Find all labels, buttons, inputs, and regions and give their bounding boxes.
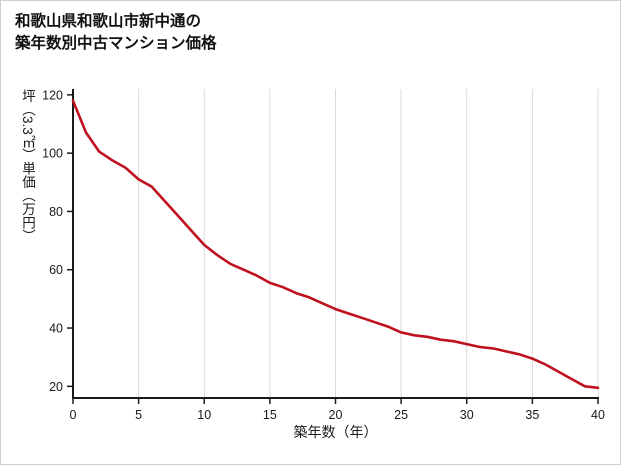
y-tick-label: 80 bbox=[49, 205, 63, 219]
y-tick-label: 20 bbox=[49, 380, 63, 394]
x-tick-label: 20 bbox=[329, 408, 343, 422]
x-tick-label: 15 bbox=[263, 408, 277, 422]
chart-title-line1: 和歌山県和歌山市新中通の bbox=[15, 13, 202, 30]
x-tick-label: 35 bbox=[525, 408, 539, 422]
y-axis-label: 坪（3.3㎡）単価（万円） bbox=[20, 89, 35, 243]
x-tick-label: 25 bbox=[394, 408, 408, 422]
y-tick-label: 100 bbox=[42, 147, 63, 161]
y-tick-label: 60 bbox=[49, 263, 63, 277]
chart-title-line2: 築年数別中古マンション価格 bbox=[15, 35, 217, 53]
y-tick-label: 120 bbox=[42, 88, 63, 102]
x-tick-label: 10 bbox=[197, 408, 211, 422]
price-line bbox=[71, 99, 600, 390]
x-tick-label: 30 bbox=[460, 408, 474, 422]
chart-title: 和歌山県和歌山市新中通の 築年数別中古マンション価格 bbox=[15, 11, 217, 56]
x-axis-label: 築年数（年） bbox=[293, 424, 378, 440]
x-tick-label: 5 bbox=[135, 408, 142, 422]
y-tick-label: 40 bbox=[49, 322, 63, 336]
x-tick-label: 40 bbox=[591, 408, 605, 422]
x-tick-label: 0 bbox=[70, 408, 77, 422]
